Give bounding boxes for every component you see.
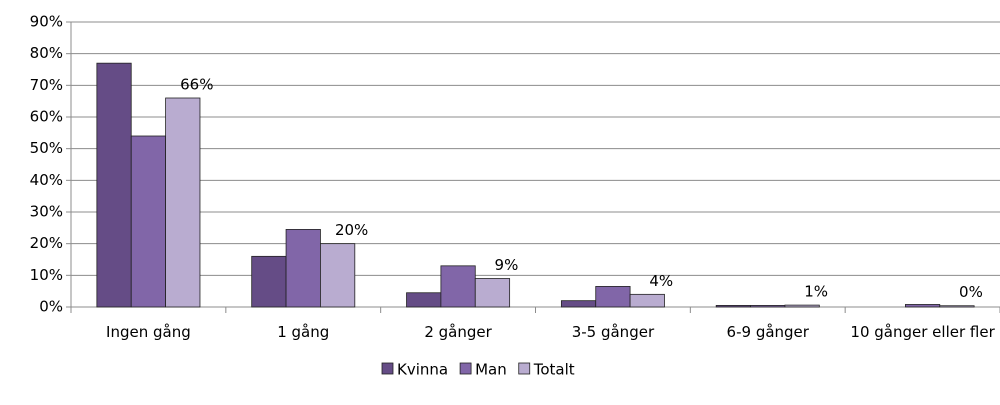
bar: [784, 304, 820, 308]
bar: [406, 292, 442, 308]
bar: [440, 265, 476, 308]
bar: [130, 135, 167, 308]
bar: [251, 255, 287, 308]
x-tick-label: 3-5 gånger: [571, 323, 655, 341]
legend-swatch: [381, 362, 394, 375]
data-label: 20%: [335, 221, 368, 239]
bar: [904, 304, 941, 308]
legend-label: Man: [475, 361, 507, 379]
legend-swatch: [518, 362, 531, 375]
y-tick-label: 50%: [30, 139, 63, 157]
data-label: 4%: [649, 272, 673, 290]
x-tick-label: 2 gånger: [424, 323, 492, 341]
bar: [939, 305, 975, 308]
legend-swatch: [459, 362, 472, 375]
bar: [750, 305, 786, 308]
y-tick-label: 80%: [30, 44, 63, 62]
data-label: 9%: [495, 256, 519, 274]
y-tick-label: 20%: [30, 234, 63, 252]
legend-label: Totalt: [533, 361, 575, 379]
y-tick-label: 90%: [30, 13, 63, 31]
x-tick-label: Ingen gång: [106, 323, 191, 341]
x-tick-label: 1 gång: [277, 323, 330, 341]
y-tick-label: 60%: [30, 108, 63, 126]
bar: [715, 305, 751, 308]
data-label: 66%: [180, 76, 213, 94]
y-tick-label: 10%: [30, 266, 63, 284]
y-tick-label: 70%: [30, 76, 63, 94]
bar: [629, 293, 665, 308]
bar: [320, 243, 356, 308]
bar: [474, 278, 511, 308]
y-tick-label: 0%: [39, 298, 63, 316]
bar: [96, 62, 132, 308]
legend-label: Kvinna: [397, 361, 448, 379]
bar: [165, 97, 201, 308]
y-tick-label: 40%: [30, 171, 63, 189]
bar: [285, 229, 321, 308]
x-tick-label: 6-9 gånger: [726, 323, 809, 341]
bar: [595, 286, 631, 308]
data-label: 0%: [959, 283, 983, 301]
data-label: 1%: [804, 283, 828, 301]
bar: [560, 300, 597, 308]
y-tick-label: 30%: [30, 203, 63, 221]
x-tick-label: 10 gånger eller fler: [850, 323, 995, 341]
